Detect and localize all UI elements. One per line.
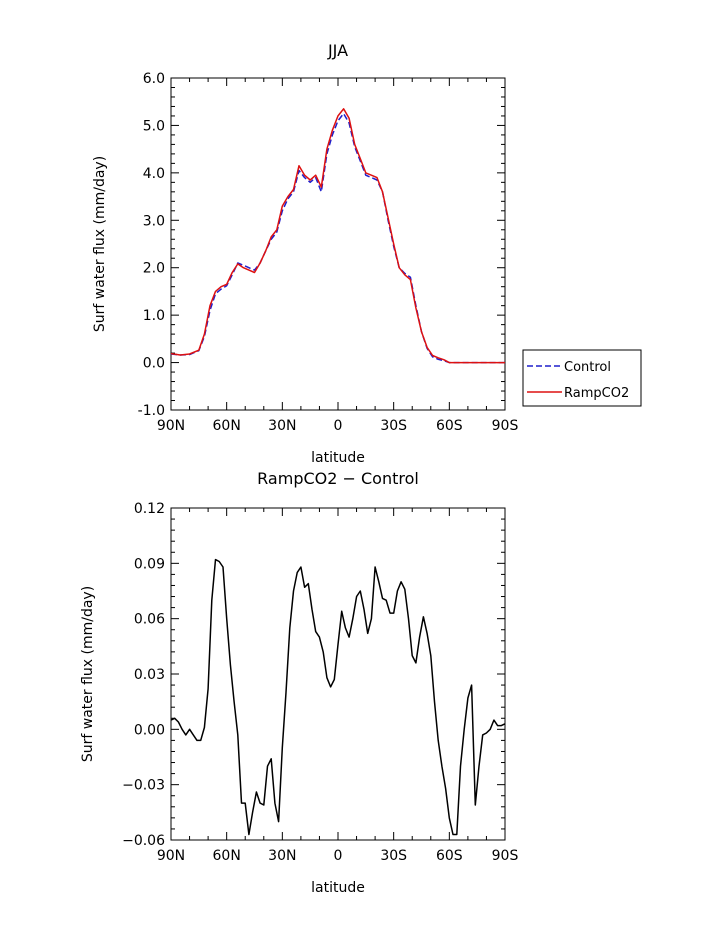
chart1-y-axis: -1.0 0.0 1.0 2.0 3.0 4.0 5.0 6.0 bbox=[138, 71, 505, 419]
chart1-x-tick-label: 60S bbox=[436, 418, 463, 434]
chart2-plot-frame bbox=[170, 507, 506, 841]
chart-difference: RampCO2 − Control −0.06 −0.03 0.00 0.03 0.06… bbox=[80, 469, 518, 896]
chart1-x-tick-label: 30S bbox=[380, 418, 407, 434]
chart1-x-axis: 90N 60N 30N 0 30S 60S 90S bbox=[157, 78, 519, 434]
chart1-y-tick-label: 2.0 bbox=[143, 261, 165, 277]
legend-label-rampco2: RampCO2 bbox=[564, 386, 629, 401]
chart2-x-axis: 90N 60N 30N 0 30S 60S 90S bbox=[157, 508, 519, 864]
chart2-x-tick-label: 0 bbox=[334, 848, 343, 864]
chart1-x-axis-label: latitude bbox=[311, 450, 365, 466]
chart2-x-tick-label: 30S bbox=[380, 848, 407, 864]
chart1-legend: Control RampCO2 bbox=[522, 349, 642, 407]
chart1-y-axis-label: Surf water flux (mm/day) bbox=[92, 156, 108, 332]
chart1-x-tick-label: 90N bbox=[157, 418, 185, 434]
chart2-x-tick-label: 60S bbox=[436, 848, 463, 864]
chart2-title: RampCO2 − Control bbox=[257, 469, 419, 488]
chart2-series-lines bbox=[170, 558, 506, 836]
chart1-x-tick-label: 90S bbox=[492, 418, 519, 434]
chart2-x-tick-label: 60N bbox=[213, 848, 241, 864]
chart1-x-tick-label: 60N bbox=[213, 418, 241, 434]
chart1-series-lines bbox=[170, 108, 505, 364]
chart-jja: JJA -1.0 0.0 1.0 2.0 3.0 4.0 5.0 6.0 90N 60N 30N 0… bbox=[92, 41, 642, 466]
chart1-x-tick-label: 0 bbox=[334, 418, 343, 434]
chart2-series-difference bbox=[170, 558, 506, 836]
chart2-y-tick-label: 0.06 bbox=[134, 612, 165, 628]
chart1-y-tick-label: 0.0 bbox=[143, 356, 165, 372]
chart2-y-tick-label: 0.12 bbox=[134, 501, 165, 517]
chart2-y-axis-label: Surf water flux (mm/day) bbox=[80, 586, 96, 762]
chart1-y-tick-label: 4.0 bbox=[143, 166, 165, 182]
chart2-x-tick-label: 30N bbox=[268, 848, 296, 864]
chart2-y-tick-label: 0.00 bbox=[134, 722, 165, 738]
chart1-y-tick-label: 5.0 bbox=[143, 118, 165, 134]
chart1-series-rampco2 bbox=[170, 108, 505, 364]
chart2-y-tick-label: 0.09 bbox=[134, 556, 165, 572]
chart2-y-tick-label: −0.06 bbox=[122, 833, 165, 849]
chart2-x-axis-label: latitude bbox=[311, 880, 365, 896]
chart2-x-tick-label: 90N bbox=[157, 848, 185, 864]
chart2-y-tick-label: −0.03 bbox=[122, 778, 165, 794]
legend-label-control: Control bbox=[564, 360, 611, 375]
chart1-y-tick-label: -1.0 bbox=[138, 403, 165, 419]
chart1-plot-frame bbox=[170, 77, 506, 411]
chart1-title: JJA bbox=[327, 41, 348, 60]
chart2-y-axis: −0.06 −0.03 0.00 0.03 0.06 0.09 0.12 bbox=[122, 501, 505, 849]
chart1-x-tick-label: 30N bbox=[268, 418, 296, 434]
chart1-series-control bbox=[170, 112, 505, 364]
legend-box bbox=[522, 349, 642, 407]
chart1-y-tick-label: 1.0 bbox=[143, 308, 165, 324]
chart2-x-tick-label: 90S bbox=[492, 848, 519, 864]
chart1-y-tick-label: 6.0 bbox=[143, 71, 165, 87]
chart2-y-tick-label: 0.03 bbox=[134, 667, 165, 683]
chart1-y-tick-label: 3.0 bbox=[143, 213, 165, 229]
